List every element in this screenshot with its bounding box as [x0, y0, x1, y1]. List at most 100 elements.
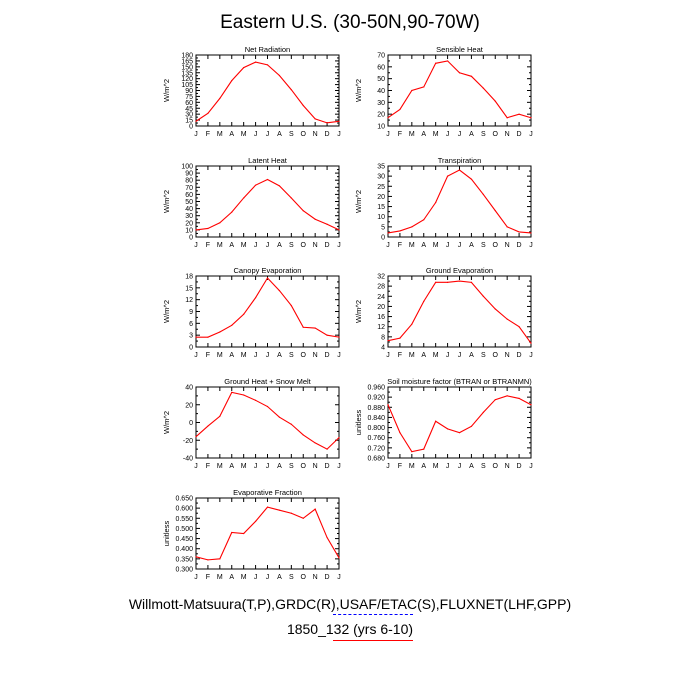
x-tick-label: N: [505, 242, 510, 249]
data-point: [243, 532, 245, 535]
x-tick-label: J: [337, 131, 341, 138]
x-tick-label: O: [493, 352, 499, 359]
data-point: [314, 118, 316, 120]
data-point: [482, 87, 484, 89]
y-tick-label: 60: [377, 64, 385, 71]
data-point: [446, 60, 449, 62]
x-tick-label: A: [277, 463, 282, 470]
y-tick-label: 100: [181, 164, 193, 171]
x-tick-label: M: [433, 131, 439, 138]
y-tick-label: 70: [377, 53, 385, 60]
x-tick-label: J: [337, 574, 341, 581]
x-tick-label: F: [206, 352, 210, 359]
x-tick-label: D: [517, 463, 522, 470]
panel-title: Soil moisture factor (BTRAN or BTRANMN): [387, 377, 532, 386]
data-point: [506, 117, 508, 119]
y-tick-label: 0.960: [367, 385, 385, 392]
data-point: [326, 122, 328, 124]
y-axis-label: W/m^2: [354, 300, 363, 323]
panel-title: Transpiration: [438, 156, 482, 165]
panel-8: Soil moisture factor (BTRAN or BTRANMN)0…: [354, 377, 533, 470]
data-point: [195, 120, 197, 122]
data-point: [302, 434, 304, 436]
x-tick-label: O: [493, 131, 499, 138]
data-point: [278, 509, 281, 511]
x-tick-label: J: [458, 352, 462, 359]
y-tick-label: 12: [377, 324, 385, 331]
panel-9: Evaporative Fraction 0.300 0.350 0.400 0.450…: [162, 488, 341, 581]
y-tick-label: 0: [189, 235, 193, 242]
y-tick-label: 60: [185, 100, 193, 107]
y-tick-label: 0.300: [175, 567, 193, 574]
y-axis-label: unitless: [354, 410, 363, 436]
data-point: [338, 229, 340, 231]
data-point: [423, 300, 425, 302]
x-tick-label: M: [217, 352, 223, 359]
x-tick-label: J: [458, 242, 462, 249]
data-point: [302, 517, 304, 519]
data-point: [278, 185, 281, 187]
x-tick-label: F: [398, 242, 402, 249]
panel-1: Net Radiation 015304560759010512013515016…: [162, 45, 341, 138]
x-tick-label: D: [325, 574, 330, 581]
y-tick-label: 20: [377, 194, 385, 201]
x-tick-label: S: [289, 463, 294, 470]
x-tick-label: N: [313, 574, 318, 581]
data-point: [435, 201, 437, 204]
y-tick-label: 90: [185, 88, 193, 95]
data-point: [278, 74, 281, 77]
series-line: [387, 280, 532, 344]
footer-case: 1850_132 (yrs 6-10): [286, 621, 414, 637]
x-tick-label: J: [446, 131, 450, 138]
x-tick-label: S: [289, 131, 294, 138]
x-tick-label: M: [433, 352, 439, 359]
y-tick-label: 10: [185, 227, 193, 234]
data-point: [482, 193, 484, 195]
y-tick-label: 120: [181, 76, 193, 83]
x-tick-label: O: [301, 131, 307, 138]
data-point: [399, 432, 401, 434]
data-point: [411, 451, 413, 453]
data-point: [254, 399, 257, 401]
x-tick-label: J: [194, 463, 198, 470]
data-point: [435, 420, 437, 422]
data-point: [243, 313, 245, 315]
x-tick-label: S: [481, 463, 486, 470]
data-point: [207, 227, 209, 230]
y-tick-label: 60: [185, 192, 193, 199]
x-tick-label: A: [469, 131, 474, 138]
data-point: [219, 97, 221, 99]
data-point: [219, 331, 221, 333]
x-tick-label: A: [277, 352, 282, 359]
x-tick-label: O: [493, 242, 499, 249]
x-tick-label: F: [206, 242, 210, 249]
data-point: [290, 304, 292, 307]
data-point: [494, 100, 496, 102]
x-tick-label: M: [241, 574, 247, 581]
x-tick-label: J: [266, 242, 270, 249]
y-tick-label: 10: [377, 214, 385, 221]
y-tick-label: 9: [189, 309, 193, 316]
y-tick-label: 0.760: [367, 435, 385, 442]
data-point: [387, 117, 389, 119]
x-tick-label: S: [481, 131, 486, 138]
y-tick-label: 24: [377, 294, 385, 301]
data-point: [338, 336, 340, 338]
figure-title: Eastern U.S. (30-50N,90-70W): [220, 12, 480, 33]
x-tick-label: O: [301, 463, 307, 470]
data-point: [195, 229, 197, 231]
x-tick-label: J: [529, 352, 533, 359]
y-tick-label: 165: [181, 58, 193, 65]
y-axis-label: unitless: [162, 521, 171, 547]
x-tick-label: S: [481, 352, 486, 359]
data-point: [207, 425, 209, 427]
x-tick-label: A: [277, 242, 282, 249]
plot-frame: [195, 54, 340, 127]
x-tick-label: N: [313, 463, 318, 470]
plot-frame: [387, 165, 532, 238]
data-point: [219, 558, 221, 560]
y-tick-label: -20: [183, 438, 193, 445]
plot-frame: [387, 54, 532, 127]
